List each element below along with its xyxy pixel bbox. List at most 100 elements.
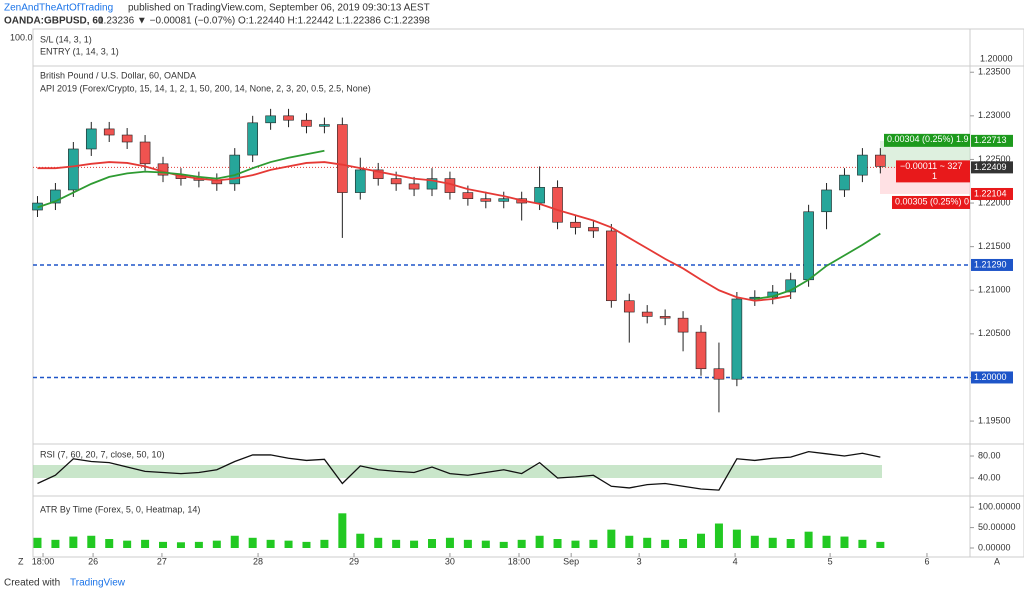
target-text: 0.00304 (0.25%) 1.9: [887, 134, 969, 144]
atr-title: ATR By Time (Forex, 5, 0, Heatmap, 14): [40, 504, 200, 514]
atr-bar: [212, 540, 221, 548]
atr-bar: [320, 539, 329, 548]
candle-body: [408, 183, 420, 190]
atr-bar: [284, 540, 293, 548]
candle-body: [534, 187, 545, 204]
atr-bar: [87, 535, 96, 548]
published: published on TradingView.com, September …: [128, 3, 430, 14]
candle-body: [265, 115, 276, 124]
corner-icon[interactable]: A: [994, 556, 1000, 566]
chart-title: British Pound / U.S. Dollar, 60, OANDA: [40, 70, 196, 80]
x-tick-label: Sep: [563, 556, 579, 566]
top-price: 1.20000: [980, 53, 1013, 63]
atr-bar: [607, 529, 616, 548]
atr-bar: [159, 541, 168, 548]
candle-body: [372, 169, 384, 179]
candle-body: [695, 331, 707, 370]
candle-body: [552, 187, 563, 223]
candle-body: [426, 178, 438, 190]
atr-bar: [123, 540, 132, 548]
symbol: OANDA:GBPUSD, 60: [4, 16, 104, 27]
y-tick-label: 1.22500: [978, 154, 1011, 164]
atr-bar: [141, 539, 150, 548]
x-tick-label: 18:00: [32, 556, 55, 566]
candle-body: [731, 298, 743, 380]
candle-body: [498, 198, 510, 202]
candle-body: [677, 317, 689, 333]
candle-body: [480, 198, 492, 202]
candle-body: [839, 174, 850, 191]
atr-bar: [876, 541, 885, 548]
rsi-band: [33, 465, 882, 478]
stop-text: 0.00305 (0.25%) 0: [895, 196, 969, 206]
y-tick-label: 1.21500: [978, 241, 1011, 251]
atr-bar: [410, 540, 419, 548]
candle-body: [713, 368, 725, 380]
frame: [32, 28, 1024, 558]
level-label: 1.21290: [974, 259, 1007, 269]
indicator-name: ENTRY (1, 14, 3, 1): [40, 46, 119, 56]
atr-bar: [732, 529, 741, 548]
atr-bar: [481, 540, 490, 548]
x-tick-label: 30: [445, 556, 455, 566]
atr-bar: [445, 537, 454, 548]
atr-bar: [105, 539, 114, 548]
candle-body: [785, 279, 796, 293]
candle-body: [85, 128, 97, 150]
atr-bar: [517, 539, 526, 548]
atr-bar: [625, 535, 634, 548]
candle-body: [354, 169, 366, 193]
atr-bar: [750, 535, 759, 548]
x-tick-label: 26: [88, 556, 98, 566]
candle-body: [121, 134, 133, 143]
y-tick-label: 40.00: [978, 472, 1001, 482]
candle-body: [301, 119, 312, 127]
top-scale: 100.0: [10, 32, 33, 42]
atr-bar: [822, 535, 831, 548]
y-tick-label: 1.21000: [978, 285, 1011, 295]
atr-bar: [266, 539, 275, 548]
price-label: 1.22713: [974, 135, 1007, 145]
atr-bar: [392, 539, 401, 548]
candle-body: [50, 189, 61, 204]
atr-bar: [535, 535, 544, 548]
candle-body: [337, 124, 348, 193]
y-tick-label: 1.19500: [978, 415, 1011, 425]
candle-body: [462, 192, 474, 199]
rsi-line: [37, 450, 881, 491]
pnl-text: 1: [932, 171, 937, 181]
y-tick-label: 1.22000: [978, 197, 1011, 207]
atr-bar: [499, 541, 508, 548]
atr-bar: [356, 533, 365, 548]
chart-subtitle: API 2019 (Forex/Crypto, 15, 14, 1, 2, 1,…: [40, 83, 371, 93]
candle-body: [139, 141, 151, 165]
x-tick-label: 3: [637, 556, 642, 566]
atr-bar: [786, 539, 795, 548]
atr-bar: [248, 537, 257, 548]
price-label: 1.22104: [974, 188, 1007, 198]
atr-bar: [302, 541, 311, 548]
atr-bar: [33, 537, 42, 548]
footer-brand[interactable]: TradingView: [70, 578, 126, 589]
author[interactable]: ZenAndTheArtOfTrading: [4, 3, 113, 14]
price-label-box: [971, 161, 1013, 174]
candle-body: [606, 230, 617, 302]
pnl-box: [896, 160, 970, 183]
candle-body: [390, 178, 402, 185]
candle-body: [875, 154, 886, 167]
candle-body: [319, 124, 330, 127]
x-tick-label: 28: [253, 556, 263, 566]
footer-created: Created with: [4, 578, 60, 589]
corner-icon[interactable]: Z: [18, 556, 24, 566]
candle-body: [103, 128, 115, 136]
y-tick-label: 80.00: [978, 450, 1001, 460]
atr-bar: [463, 539, 472, 548]
x-tick-label: 5: [828, 556, 833, 566]
level-label-box: [971, 258, 1013, 271]
moving-average: [37, 149, 325, 209]
moving-average: [754, 232, 881, 300]
atr-bar: [661, 539, 670, 548]
candle-body: [623, 300, 635, 313]
x-tick-label: 27: [157, 556, 167, 566]
